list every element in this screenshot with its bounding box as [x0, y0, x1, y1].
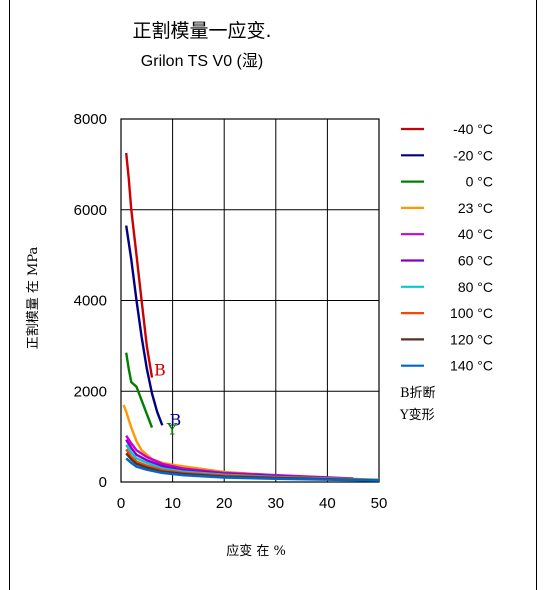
chart-title: 正割模量一应变. [132, 20, 271, 42]
legend-label-7: 100 °C [450, 305, 493, 321]
series-line-0 [125, 152, 154, 378]
series-lines [122, 152, 380, 482]
note-1: Y变形 [399, 407, 435, 423]
legend-label-8: 120 °C [450, 331, 493, 347]
series-line-9 [125, 457, 380, 482]
annotation-0: B [154, 360, 166, 379]
x-tick-label-5: 50 [371, 495, 388, 512]
x-tick-label-1: 10 [164, 495, 181, 512]
series-line-2 [125, 352, 154, 429]
x-tick-label-4: 40 [319, 495, 336, 512]
annotation-2: Y [166, 419, 178, 438]
y-tick-label-3: 6000 [74, 202, 107, 219]
note-0: B折断 [400, 386, 436, 401]
grid [120, 118, 380, 483]
y-tick-label-0: 0 [99, 474, 107, 491]
legend-label-5: 60 °C [458, 253, 493, 269]
legend-label-6: 80 °C [458, 279, 493, 295]
y-tick-label-4: 8000 [74, 111, 107, 128]
y-tick-label-2: 4000 [74, 293, 107, 310]
x-tick-label-3: 30 [267, 495, 284, 512]
legend-label-2: 0 °C [466, 174, 493, 190]
x-tick-label-0: 0 [117, 495, 125, 512]
legend-label-1: -20 °C [453, 147, 493, 163]
legend-label-3: 23 °C [458, 200, 493, 216]
tick-labels: 0 10 20 30 40 50 0 2000 4000 6000 8000 [74, 111, 388, 512]
plot-border [120, 118, 380, 483]
chart-svg: 正割模量一应变. Grilon TS V0 (湿) 0 10 20 30 40 50 0 20… [25, 20, 493, 559]
legend-label-0: -40 °C [453, 121, 493, 137]
x-axis-label: 应变 在 % [226, 543, 286, 559]
legend: -40 °C -20 °C 0 °C 23 °C 40 °C 60 °C 80 °C 100 … [399, 121, 493, 423]
legend-label-4: 40 °C [458, 226, 493, 242]
y-tick-label-1: 2000 [74, 383, 107, 400]
annotation-1: B [169, 410, 181, 429]
legend-label-9: 140 °C [450, 358, 493, 374]
chart-subtitle: Grilon TS V0 (湿) [141, 52, 263, 70]
annotations: BBY [154, 360, 181, 438]
series-line-1 [125, 225, 164, 426]
x-tick-label-2: 20 [216, 495, 233, 512]
chart-frame: 正割模量一应变. Grilon TS V0 (湿) 0 10 20 30 40 50 0 20… [9, 0, 537, 590]
y-axis-label: 正割模量 在 MPa [25, 247, 41, 350]
